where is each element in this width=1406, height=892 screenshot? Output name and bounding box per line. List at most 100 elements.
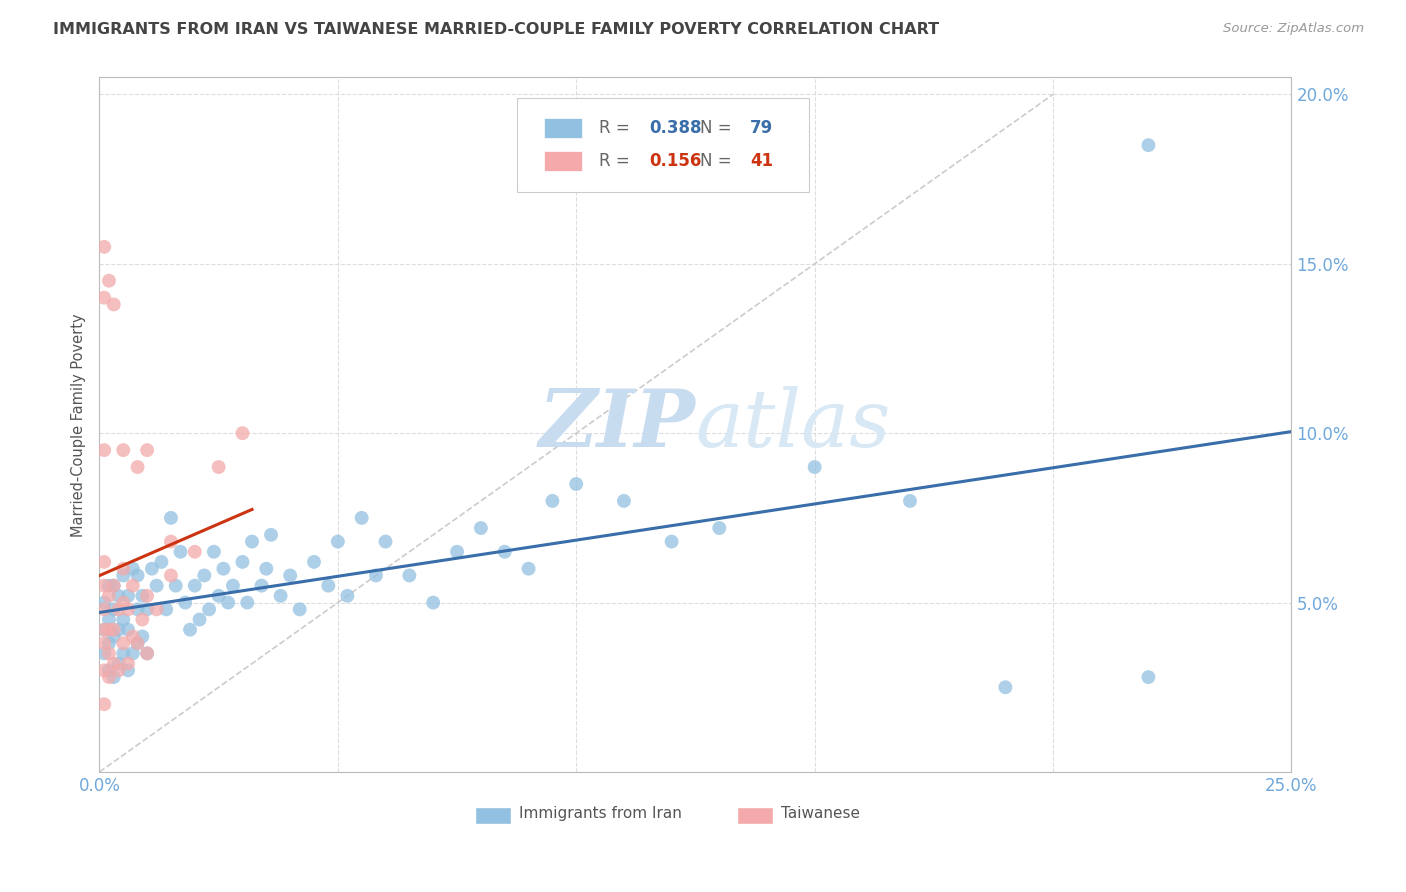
Point (127, 602, 149, 616)
Point (131, 630, 153, 644)
Point (422, 596, 444, 610)
Point (898, 494, 921, 508)
Point (107, 589, 129, 603)
Point (165, 579, 187, 593)
Point (994, 680, 1017, 694)
Point (160, 511, 183, 525)
Point (93, 579, 115, 593)
Point (112, 443, 135, 458)
Point (260, 528, 283, 542)
Point (93, 663, 115, 677)
Text: N =: N = (700, 152, 733, 169)
Text: 79: 79 (751, 120, 773, 137)
Point (103, 579, 125, 593)
Point (117, 663, 139, 677)
Point (613, 494, 636, 508)
Point (179, 623, 201, 637)
Point (208, 589, 231, 603)
Point (231, 426, 253, 441)
Point (98, 274, 121, 288)
Point (217, 596, 239, 610)
Text: 41: 41 (751, 152, 773, 169)
Point (494, 545, 516, 559)
Text: Immigrants from Iran: Immigrants from Iran (519, 806, 682, 822)
Point (98, 663, 121, 677)
Point (103, 623, 125, 637)
Bar (737, 806, 773, 824)
Point (117, 589, 139, 603)
Point (278, 568, 301, 582)
Point (198, 602, 221, 616)
Text: Taiwanese: Taiwanese (782, 806, 860, 822)
Point (565, 477, 588, 491)
Point (136, 602, 159, 616)
Point (112, 636, 135, 650)
Point (103, 602, 125, 616)
Text: R =: R = (599, 152, 630, 169)
Point (107, 602, 129, 616)
Point (160, 534, 183, 549)
Point (169, 545, 191, 559)
Point (127, 636, 149, 650)
Point (103, 630, 125, 644)
Point (136, 646, 159, 660)
Point (103, 670, 125, 684)
Point (93, 240, 115, 254)
Point (208, 460, 231, 475)
Point (160, 568, 183, 582)
Point (121, 562, 143, 576)
Point (112, 562, 135, 576)
Point (155, 602, 177, 616)
Point (231, 555, 253, 569)
Point (1137, 670, 1160, 684)
Bar (544, 119, 582, 138)
Point (98, 646, 121, 660)
Point (136, 443, 159, 458)
Point (250, 579, 273, 593)
Point (127, 460, 149, 475)
Point (517, 562, 540, 576)
Text: IMMIGRANTS FROM IRAN VS TAIWANESE MARRIED-COUPLE FAMILY POVERTY CORRELATION CHAR: IMMIGRANTS FROM IRAN VS TAIWANESE MARRIE… (53, 22, 939, 37)
Point (112, 596, 135, 610)
Point (270, 589, 292, 603)
Text: atlas: atlas (696, 386, 891, 464)
Point (98, 623, 121, 637)
Point (103, 657, 125, 671)
Point (112, 613, 135, 627)
Y-axis label: Married-Couple Family Poverty: Married-Couple Family Poverty (72, 313, 86, 536)
Point (240, 534, 263, 549)
Point (103, 297, 125, 311)
Point (98, 636, 121, 650)
Point (222, 579, 245, 593)
Point (93, 291, 115, 305)
Text: 0.388: 0.388 (650, 120, 702, 137)
Point (93, 697, 115, 711)
Point (93, 623, 115, 637)
Point (145, 602, 167, 616)
Point (302, 555, 325, 569)
Point (709, 521, 731, 535)
Point (93, 623, 115, 637)
Point (236, 596, 259, 610)
Point (174, 596, 197, 610)
Point (93, 555, 115, 569)
Point (254, 562, 277, 576)
Text: N =: N = (700, 120, 733, 137)
Text: ZIP: ZIP (538, 386, 696, 464)
Text: 0.156: 0.156 (650, 152, 702, 169)
Point (145, 579, 167, 593)
Point (131, 613, 153, 627)
Point (98, 670, 121, 684)
Point (98, 589, 121, 603)
Point (202, 545, 225, 559)
Point (117, 657, 139, 671)
Point (446, 545, 468, 559)
Point (127, 568, 149, 582)
Point (374, 534, 396, 549)
Point (803, 460, 825, 475)
Point (112, 568, 135, 582)
Bar (544, 151, 582, 170)
Point (117, 602, 139, 616)
Point (184, 545, 207, 559)
Point (1137, 138, 1160, 153)
